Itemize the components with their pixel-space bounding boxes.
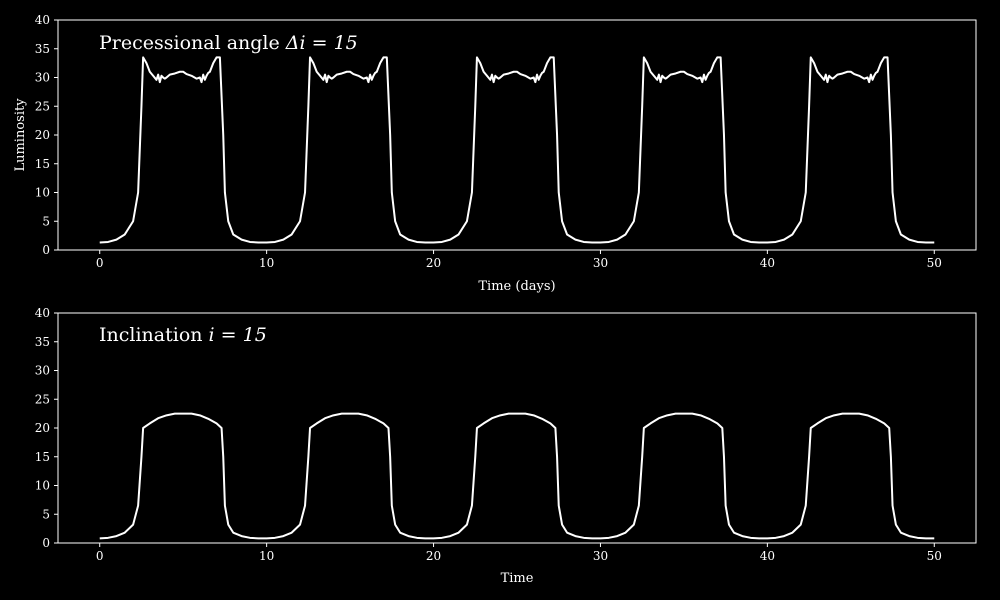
top-title-math: Δi = 15	[285, 32, 358, 54]
top-x-tick-label: 10	[259, 256, 274, 270]
top-subplot: 0 10 20 30 40 50 0 5 10 15 20 25 30 35 40 Precessional…	[13, 13, 977, 294]
top-x-tick-label: 50	[927, 256, 942, 270]
top-x-tick-label: 40	[760, 256, 775, 270]
bottom-title-math: i = 15	[209, 324, 267, 346]
bottom-x-tick-label: 10	[259, 549, 274, 563]
bottom-ticks: 0 10 20 30 40 50 0 5 10 15 20 25 30 35 40	[35, 306, 942, 563]
bottom-y-tick-label: 25	[35, 392, 50, 406]
bottom-y-tick-label: 0	[42, 536, 50, 550]
bottom-x-tick-label: 0	[96, 549, 104, 563]
bottom-y-tick-label: 35	[35, 335, 50, 349]
top-y-tick-label: 35	[35, 42, 50, 56]
top-x-axis-label: Time (days)	[478, 279, 555, 294]
bottom-y-tick-label: 40	[35, 306, 50, 320]
top-y-tick-label: 10	[35, 186, 50, 200]
top-y-tick-label: 0	[42, 243, 50, 257]
top-x-tick-label: 30	[593, 256, 608, 270]
bottom-luminosity-curve	[99, 412, 935, 540]
bottom-subplot: 0 10 20 30 40 50 0 5 10 15 20 25 30 35 40 Inclination …	[35, 306, 977, 586]
top-panel-title: Precessional angle Δi = 15	[99, 32, 358, 54]
bottom-y-tick-label: 10	[35, 479, 50, 493]
top-y-tick-label: 5	[42, 214, 50, 228]
bottom-y-tick-label: 5	[42, 507, 50, 521]
top-ticks: 0 10 20 30 40 50 0 5 10 15 20 25 30 35 40	[35, 13, 942, 270]
bottom-x-tick-label: 30	[593, 549, 608, 563]
top-y-axis-label: Luminosity	[13, 98, 28, 172]
top-x-tick-label: 0	[96, 256, 104, 270]
bottom-x-tick-label: 50	[927, 549, 942, 563]
bottom-x-tick-label: 40	[760, 549, 775, 563]
top-y-tick-label: 25	[35, 99, 50, 113]
top-y-tick-label: 40	[35, 13, 50, 27]
top-y-tick-label: 20	[35, 128, 50, 142]
bottom-x-axis-label: Time	[501, 571, 534, 586]
top-y-tick-label: 15	[35, 157, 50, 171]
bottom-x-tick-label: 20	[426, 549, 441, 563]
top-luminosity-curve	[99, 56, 935, 244]
top-y-tick-label: 30	[35, 71, 50, 85]
bottom-y-tick-label: 30	[35, 364, 50, 378]
bottom-y-tick-label: 15	[35, 450, 50, 464]
bottom-y-tick-label: 20	[35, 421, 50, 435]
top-x-tick-label: 20	[426, 256, 441, 270]
bottom-panel-title: Inclination i = 15	[99, 324, 267, 346]
